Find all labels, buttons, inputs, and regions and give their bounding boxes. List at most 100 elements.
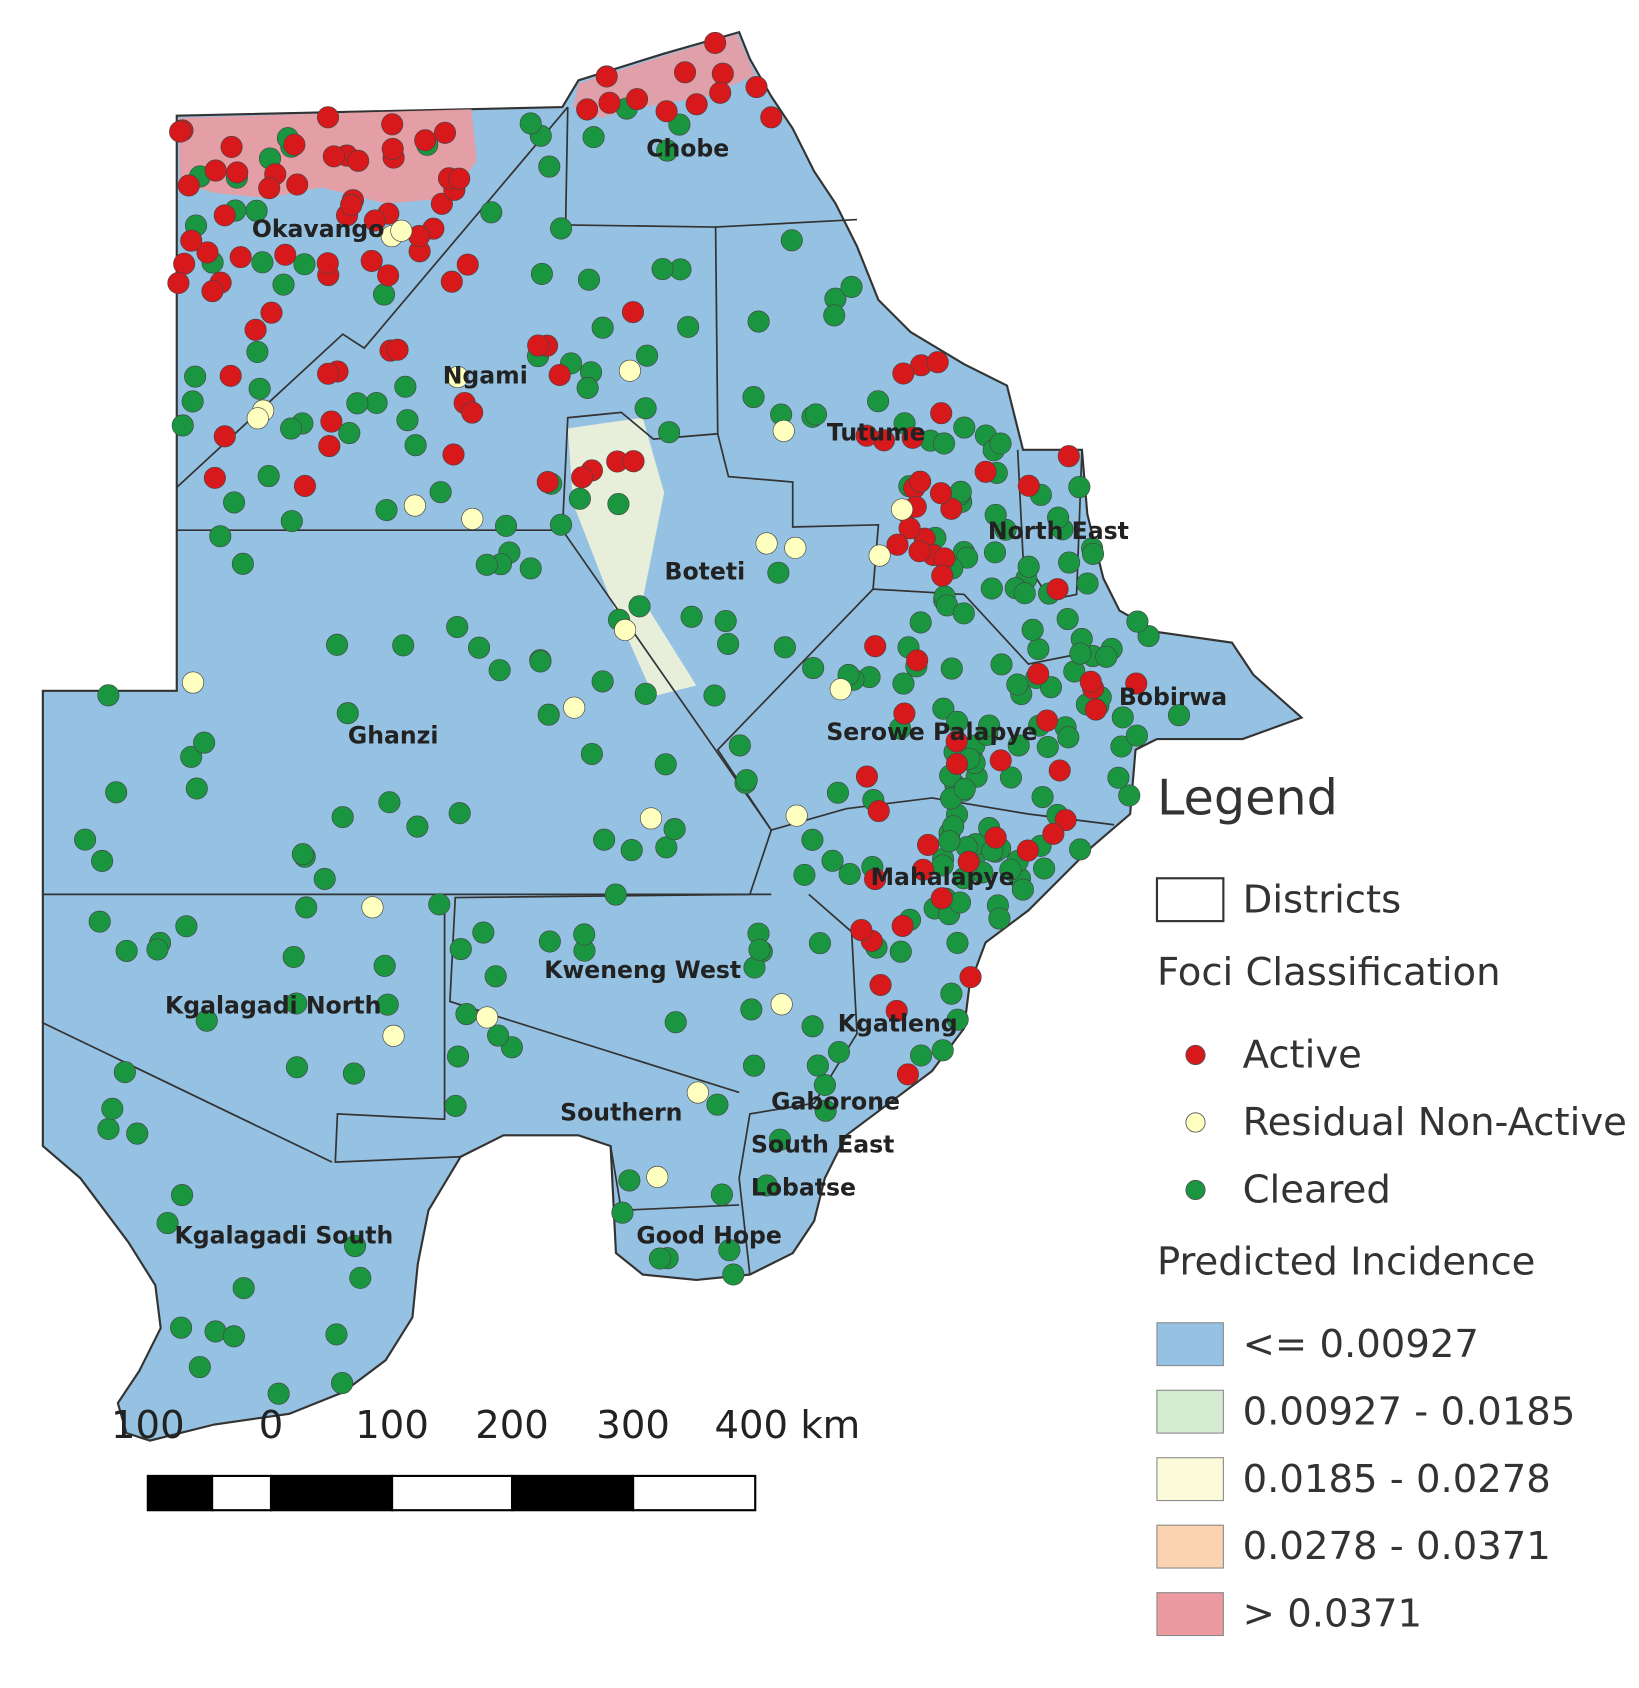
focus-point xyxy=(394,375,417,398)
focus-point xyxy=(195,1009,218,1032)
focus-point xyxy=(577,268,600,291)
focus-point xyxy=(989,749,1012,772)
focus-point xyxy=(317,106,340,129)
focus-point xyxy=(1007,734,1030,757)
focus-point xyxy=(1048,759,1071,782)
focus-point xyxy=(1126,610,1149,633)
focus-point xyxy=(449,938,472,961)
focus-point xyxy=(893,702,916,725)
scale-label: 400 km xyxy=(715,1403,861,1448)
focus-point xyxy=(274,243,297,266)
focus-point xyxy=(685,93,708,116)
focus-point xyxy=(767,561,790,584)
focus-point xyxy=(285,1056,309,1079)
focus-point xyxy=(286,173,309,196)
focus-point xyxy=(673,61,697,84)
focus-point xyxy=(784,536,807,559)
focus-point xyxy=(285,992,308,1015)
focus-point xyxy=(442,443,465,466)
focus-point xyxy=(115,939,138,962)
focus-point xyxy=(896,1063,919,1086)
focus-point xyxy=(101,1097,124,1120)
legend-label: 0.00927 - 0.0185 xyxy=(1243,1389,1576,1434)
district-label: Good Hope xyxy=(636,1222,781,1250)
scale-label: 300 xyxy=(596,1403,670,1448)
focus-point xyxy=(1047,506,1070,529)
focus-point xyxy=(280,510,303,533)
focus-point xyxy=(829,678,852,701)
focus-point xyxy=(538,930,561,953)
focus-point xyxy=(381,137,404,160)
focus-point xyxy=(344,1235,367,1258)
focus-point xyxy=(978,714,1001,737)
focus-point xyxy=(760,106,783,129)
focus-point xyxy=(293,474,316,497)
focus-point xyxy=(940,657,963,680)
focus-point xyxy=(980,577,1003,600)
focus-point xyxy=(105,781,128,804)
focus-point xyxy=(382,1024,405,1047)
focus-point xyxy=(940,982,963,1005)
focus-point xyxy=(447,1045,470,1068)
focus-point xyxy=(704,31,727,54)
focus-point xyxy=(448,802,471,825)
focus-point xyxy=(170,1316,193,1339)
focus-point xyxy=(1081,542,1105,565)
focus-point xyxy=(999,766,1022,789)
scale-segment xyxy=(632,1474,757,1512)
focus-point xyxy=(1016,839,1039,862)
focus-point xyxy=(446,615,469,639)
focus-point xyxy=(246,340,269,364)
focus-point xyxy=(711,62,734,85)
focus-point xyxy=(201,280,224,303)
focus-point xyxy=(984,826,1007,849)
focus-point xyxy=(229,246,252,269)
focus-point xyxy=(1027,662,1050,685)
focus-point xyxy=(748,938,771,961)
focus-point xyxy=(1058,551,1081,574)
focus-point xyxy=(706,1093,729,1116)
focus-point xyxy=(1068,475,1091,499)
focus-point xyxy=(755,532,778,555)
focus-point xyxy=(593,828,616,851)
scale-segment xyxy=(146,1474,214,1512)
focus-point xyxy=(573,923,596,946)
focus-point xyxy=(891,914,914,937)
focus-point xyxy=(480,201,503,224)
focus-point xyxy=(651,257,674,281)
focus-point xyxy=(377,264,400,287)
medium-incidence-area xyxy=(567,417,697,697)
focus-point xyxy=(448,167,471,190)
focus-point xyxy=(487,1024,510,1047)
focus-point xyxy=(404,434,427,457)
focus-point xyxy=(1033,857,1056,880)
focus-point xyxy=(611,1201,634,1224)
scale-label: 200 xyxy=(475,1403,549,1448)
focus-point xyxy=(537,703,560,726)
focus-point xyxy=(722,1263,745,1286)
focus-point xyxy=(945,730,968,753)
focus-point xyxy=(231,552,254,575)
focus-point xyxy=(1110,735,1133,758)
focus-point xyxy=(246,407,269,430)
legend-swatch xyxy=(1155,877,1225,923)
legend-label: <= 0.00927 xyxy=(1243,1322,1479,1367)
focus-point xyxy=(801,1015,824,1038)
focus-point xyxy=(1036,709,1059,732)
focus-point xyxy=(175,915,198,938)
focus-point xyxy=(755,1174,778,1197)
focus-point xyxy=(203,466,226,489)
focus-point xyxy=(209,525,232,548)
focus-point xyxy=(1013,582,1036,605)
focus-point xyxy=(576,376,599,399)
focus-point xyxy=(658,421,681,444)
focus-point xyxy=(1017,555,1040,578)
focus-point xyxy=(571,466,594,489)
focus-point xyxy=(718,1239,741,1262)
focus-point xyxy=(867,390,890,413)
focus-point xyxy=(373,954,396,977)
focus-point xyxy=(146,938,169,961)
focus-point xyxy=(1017,474,1040,497)
legend-label: > 0.0371 xyxy=(1243,1592,1422,1637)
focus-point xyxy=(177,174,200,197)
